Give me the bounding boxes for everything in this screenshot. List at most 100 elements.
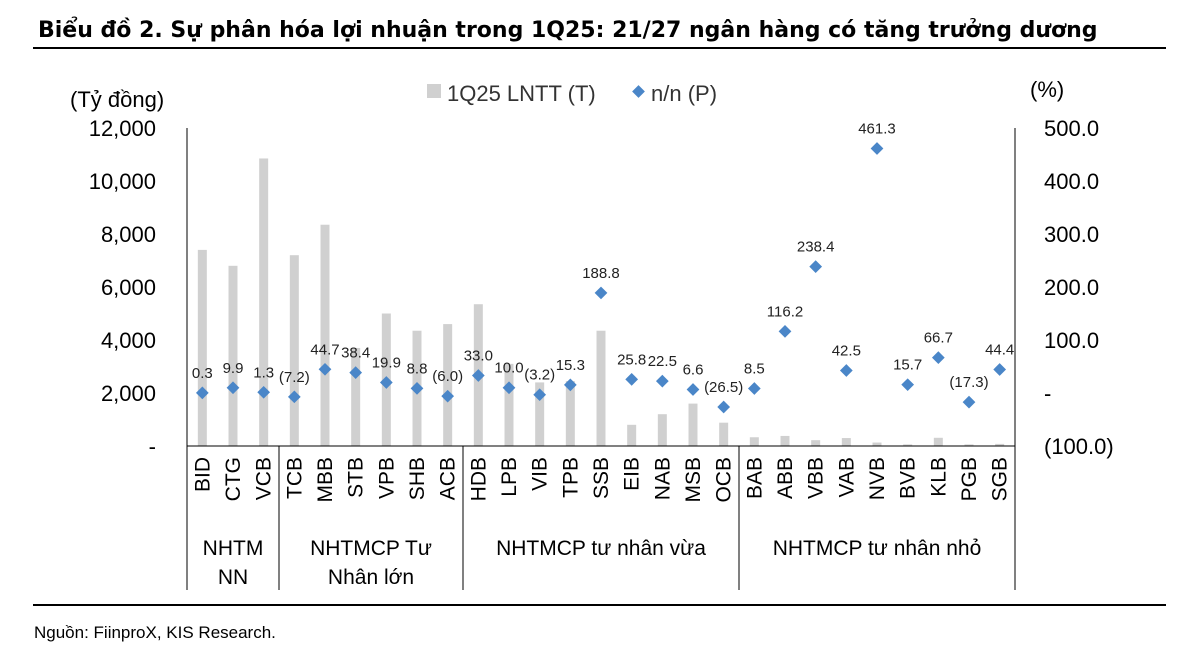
bar-NAB bbox=[657, 414, 667, 446]
point-label-TCB: (7.2) bbox=[279, 369, 310, 386]
bar-STB bbox=[351, 347, 361, 446]
group-label: NN bbox=[218, 566, 248, 589]
right-tick-label: 300.0 bbox=[1044, 222, 1099, 247]
left-axis-label: (Tỷ đồng) bbox=[70, 87, 164, 112]
group-label: NHTM bbox=[203, 537, 264, 560]
right-tick-label: 200.0 bbox=[1044, 275, 1099, 300]
point-label-CTG: 9.9 bbox=[223, 360, 244, 377]
group-label: NHTMCP Tư bbox=[310, 537, 432, 560]
category-label: PGB bbox=[958, 457, 981, 501]
point-VAB bbox=[839, 364, 853, 377]
category-label: LPB bbox=[498, 457, 521, 497]
bar-EIB bbox=[627, 424, 637, 446]
category-label: EIB bbox=[621, 457, 644, 491]
point-STB bbox=[349, 366, 363, 380]
point-SSB bbox=[594, 286, 608, 300]
group-label: NHTMCP tư nhân nhỏ bbox=[773, 537, 982, 560]
point-label-STB: 38.4 bbox=[341, 345, 370, 362]
bar-MSB bbox=[688, 403, 698, 446]
bar-SGB bbox=[995, 443, 1005, 446]
category-label: NVB bbox=[866, 457, 889, 500]
bar-BVB bbox=[903, 444, 913, 446]
bar-SSB bbox=[596, 330, 606, 446]
bar-KLB bbox=[933, 437, 943, 446]
category-label: SHB bbox=[406, 457, 429, 500]
category-label: VIB bbox=[529, 457, 552, 491]
group-label: NHTMCP tư nhân vừa bbox=[496, 537, 706, 560]
category-label: OCB bbox=[713, 457, 736, 503]
bar-ACB bbox=[443, 324, 453, 446]
point-label-TPB: 15.3 bbox=[556, 357, 585, 374]
category-label: VBB bbox=[805, 457, 828, 499]
right-tick-label: 500.0 bbox=[1044, 116, 1099, 141]
category-label: HDB bbox=[467, 457, 490, 501]
bar-VCB bbox=[259, 158, 269, 446]
point-label-VCB: 1.3 bbox=[253, 364, 274, 381]
point-ACB bbox=[441, 389, 455, 403]
right-tick-label: 100.0 bbox=[1044, 328, 1099, 353]
bar-LPB bbox=[504, 363, 514, 446]
axes: - 2,000 4,000 6,000 8,000 10,000 12,000 (100.0)… bbox=[70, 77, 1114, 590]
bar-ABB bbox=[780, 435, 790, 446]
category-label: TCB bbox=[283, 457, 306, 499]
bar-BID bbox=[197, 249, 207, 446]
bar-NVB bbox=[872, 442, 882, 446]
category-label: NAB bbox=[651, 457, 674, 500]
bar-OCB bbox=[719, 422, 729, 446]
bar-TCB bbox=[289, 255, 299, 446]
left-tick-label: 10,000 bbox=[89, 169, 156, 194]
point-BID bbox=[195, 386, 209, 400]
point-VPB bbox=[379, 376, 393, 389]
bar-BAB bbox=[749, 437, 759, 446]
bar-VBB bbox=[811, 440, 821, 446]
category-label: VAB bbox=[835, 457, 858, 497]
legend: 1Q25 LNTT (T) n/n (P) bbox=[427, 81, 717, 106]
category-label: BVB bbox=[897, 457, 920, 499]
category-label: KLB bbox=[927, 457, 950, 497]
point-BAB bbox=[747, 382, 761, 395]
left-tick-label: - bbox=[149, 434, 156, 459]
legend-label-bars: 1Q25 LNTT (T) bbox=[447, 81, 596, 106]
source-rule bbox=[33, 604, 1166, 606]
right-tick-label: 400.0 bbox=[1044, 169, 1099, 194]
point-label-VIB: (3.2) bbox=[524, 367, 555, 384]
point-PGB bbox=[962, 395, 976, 409]
point-HDB bbox=[471, 369, 485, 382]
left-tick-label: 8,000 bbox=[101, 222, 156, 247]
bar-TPB bbox=[565, 381, 575, 446]
point-VCB bbox=[257, 385, 271, 399]
point-label-PGB: (17.3) bbox=[949, 374, 988, 391]
right-tick-label: (100.0) bbox=[1044, 434, 1114, 459]
point-label-NVB: 461.3 bbox=[858, 121, 896, 138]
point-label-MBB: 44.7 bbox=[310, 341, 339, 358]
point-label-BID: 0.3 bbox=[192, 365, 213, 382]
category-label: STB bbox=[345, 457, 368, 498]
category-label: VPB bbox=[375, 457, 398, 499]
point-KLB bbox=[931, 351, 945, 365]
category-label: ACB bbox=[437, 457, 460, 500]
point-label-BAB: 8.5 bbox=[744, 360, 765, 377]
point-label-SHB: 8.8 bbox=[407, 360, 428, 377]
bar-series bbox=[197, 158, 1005, 446]
left-tick-label: 6,000 bbox=[101, 275, 156, 300]
category-label: TPB bbox=[559, 457, 582, 498]
legend-swatch-bars bbox=[427, 84, 441, 98]
category-label: MBB bbox=[314, 457, 337, 503]
category-label: SSB bbox=[590, 457, 613, 499]
point-label-HDB: 33.0 bbox=[464, 348, 493, 365]
category-axis: BID CTG VCB TCB MBB STB VPB SHB ACB HDB LPB VIB TPB S… bbox=[191, 446, 1012, 590]
point-MBB bbox=[318, 362, 332, 376]
point-label-KLB: 66.7 bbox=[924, 330, 953, 347]
source-note: Nguồn: FiinproX, KIS Research. bbox=[34, 623, 276, 642]
point-SGB bbox=[993, 363, 1007, 376]
legend-label-points: n/n (P) bbox=[651, 81, 717, 106]
point-TCB bbox=[287, 390, 301, 404]
point-SHB bbox=[410, 381, 424, 395]
point-label-MSB: 6.6 bbox=[683, 362, 704, 379]
point-label-NAB: 22.5 bbox=[648, 353, 677, 370]
bar-MBB bbox=[320, 224, 330, 446]
left-tick-label: 4,000 bbox=[101, 328, 156, 353]
point-ABB bbox=[778, 325, 792, 338]
point-CTG bbox=[226, 381, 240, 395]
category-label: VCB bbox=[253, 457, 276, 500]
